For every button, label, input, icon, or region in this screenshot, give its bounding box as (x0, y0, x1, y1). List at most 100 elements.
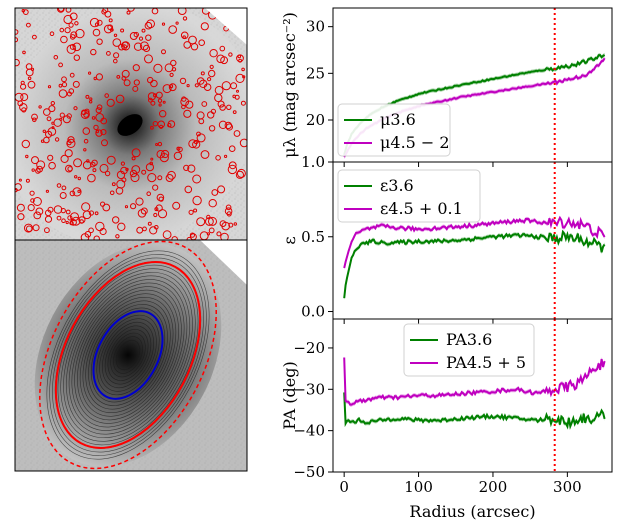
mask-contour (70, 219, 77, 226)
mask-contour (182, 16, 188, 21)
mask-contour (228, 52, 233, 57)
mask-contour (59, 27, 65, 33)
mask-contour (29, 190, 35, 196)
isophote-ellipse (102, 321, 154, 389)
mask-contour (24, 223, 33, 233)
mask-contour (101, 139, 108, 147)
chart-panel-position-angle: −50 −40 −30 −20 0 100 200 300 Radius (arcsec) PA … (280, 318, 613, 521)
mask-contour (46, 116, 52, 122)
mask-contour (138, 36, 144, 41)
mask-contour (210, 108, 216, 115)
mask-contour (15, 183, 22, 191)
legend-label: μ4.5 − 2 (380, 133, 450, 152)
isophote-ellipse (104, 325, 152, 385)
xaxis-label: Radius (arcsec) (409, 502, 535, 521)
mask-contour (198, 39, 205, 47)
mask-contour (57, 8, 65, 13)
mask-contour (62, 115, 71, 124)
mask-contour (171, 236, 178, 240)
mask-contour (187, 164, 196, 173)
mask-contour (108, 18, 113, 23)
mask-contour (93, 235, 100, 240)
mask-contour (209, 64, 214, 70)
mask-contour (60, 35, 68, 44)
ytick-label: −20 (293, 339, 325, 357)
mask-contour (73, 158, 83, 168)
mask-contour (32, 197, 42, 206)
mask-contour (21, 107, 27, 113)
mask-contour (61, 76, 67, 83)
mask-contour (217, 100, 225, 108)
mask-contour (230, 82, 238, 90)
mask-contour (67, 215, 73, 221)
mask-contour (83, 138, 89, 144)
mask-contour (175, 21, 179, 25)
mask-contour (135, 197, 144, 206)
mask-contour (95, 129, 100, 134)
mask-contour (65, 209, 71, 215)
mask-contour (35, 207, 44, 216)
mask-contour (32, 224, 40, 232)
mask-contour (107, 24, 114, 31)
mask-contour (15, 92, 24, 102)
mask-contour (117, 222, 126, 232)
legend-label: μ3.6 (380, 110, 416, 129)
mask-contour (95, 129, 103, 137)
mask-contour (69, 34, 76, 40)
mask-contour (48, 105, 56, 113)
mask-contour (233, 222, 238, 226)
mask-contour (35, 168, 41, 174)
mask-contour (17, 213, 25, 221)
mask-contour (77, 176, 82, 181)
mask-contour (233, 130, 241, 137)
xtick-label: 200 (479, 478, 508, 496)
mask-contour (168, 25, 177, 34)
mask-contour (200, 150, 210, 159)
isophote-ellipse (79, 293, 177, 417)
mask-contour (82, 160, 92, 170)
mask-contour (64, 149, 73, 158)
mask-contour (220, 232, 229, 240)
mask-contour (120, 161, 126, 166)
mask-contour (232, 110, 237, 114)
mask-contour (72, 187, 82, 197)
mask-contour (133, 31, 140, 38)
inner-blue-ellipse (92, 310, 164, 400)
mask-contour (154, 225, 159, 230)
mask-contour (209, 49, 218, 58)
mask-contour (152, 184, 159, 191)
mask-contour (216, 54, 225, 64)
mask-contour (123, 79, 131, 87)
mask-contour (147, 221, 152, 226)
mask-contour (61, 82, 68, 88)
mask-contour (149, 226, 158, 235)
mask-contour (99, 163, 109, 173)
mask-contour (60, 154, 69, 163)
mask-contour (31, 156, 39, 165)
mask-contour (220, 56, 229, 65)
mask-contour (68, 88, 75, 94)
mask-contour (95, 107, 102, 114)
mask-contour (241, 67, 245, 72)
mask-contour (196, 133, 206, 143)
mask-contour (72, 42, 82, 52)
mask-contour (173, 151, 183, 161)
mask-contour (15, 188, 18, 193)
mask-contour (94, 211, 99, 216)
legend-label: PA3.6 (446, 330, 492, 349)
mask-contour (177, 146, 183, 152)
axes-frame (332, 318, 613, 473)
mask-contour (156, 150, 165, 159)
mask-contour (193, 208, 198, 213)
mask-contour (65, 220, 69, 225)
mask-contour (116, 75, 121, 79)
isophote-ellipses (46, 250, 210, 460)
mask-contour (42, 129, 46, 134)
mask-contour (157, 98, 163, 103)
mask-contour (95, 113, 105, 122)
mask-contour (106, 51, 111, 56)
mask-contour (72, 80, 80, 88)
isophote-image (15, 240, 247, 471)
mask-contour (156, 193, 165, 202)
mask-contour (226, 104, 232, 111)
